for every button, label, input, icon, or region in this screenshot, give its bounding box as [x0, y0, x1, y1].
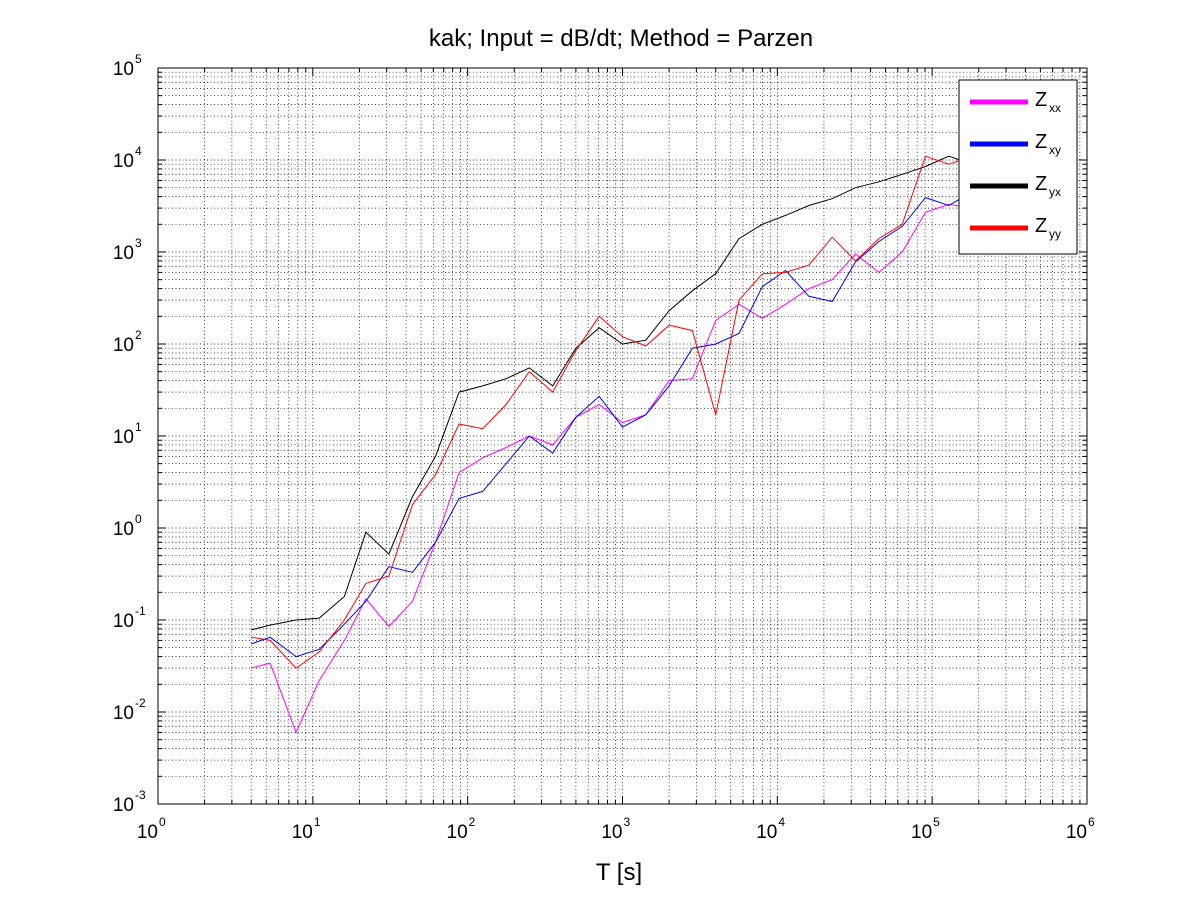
x-tick-label: 10 1 — [292, 815, 321, 843]
y-tick-label: 10 -3 — [113, 788, 146, 816]
y-tick-base: 10 — [113, 703, 134, 724]
y-tick-base: 10 — [113, 59, 134, 80]
series-line-zyy — [251, 143, 984, 669]
x-tick-exp: 0 — [159, 815, 166, 829]
y-tick-label: 10 -1 — [113, 604, 146, 632]
x-tick-exp: 3 — [624, 815, 631, 829]
legend-subscript: yx — [1049, 185, 1061, 199]
legend-subscript: xy — [1049, 143, 1061, 157]
x-tick-label: 10 0 — [137, 815, 166, 843]
x-axis-label: T [s] — [596, 859, 642, 886]
x-tick-label: 10 5 — [911, 815, 940, 843]
plot-frame — [157, 67, 1088, 805]
y-tick-exp: 0 — [135, 512, 142, 526]
x-tick-base: 10 — [911, 822, 932, 843]
y-tick-exp: -1 — [135, 604, 146, 618]
y-tick-label: 10 5 — [113, 52, 142, 80]
legend-label: Z — [1035, 89, 1047, 111]
legend-label: Z — [1035, 215, 1047, 237]
y-tick-exp: 5 — [135, 52, 142, 66]
x-tick-exp: 6 — [1088, 815, 1095, 829]
y-tick-exp: 3 — [135, 236, 142, 250]
x-tick-label: 10 2 — [447, 815, 476, 843]
x-tick-label: 10 6 — [1066, 815, 1095, 843]
x-tick-exp: 4 — [778, 815, 785, 829]
y-tick-exp: -2 — [135, 696, 146, 710]
x-tick-exp: 2 — [469, 815, 476, 829]
x-tick-exp: 5 — [933, 815, 940, 829]
y-tick-base: 10 — [113, 243, 134, 264]
y-tick-label: 10 1 — [113, 420, 142, 448]
y-tick-exp: -3 — [135, 788, 146, 802]
y-tick-exp: 1 — [135, 420, 142, 434]
x-tick-exp: 1 — [314, 815, 321, 829]
y-tick-exp: 2 — [135, 328, 142, 342]
legend-label: Z — [1035, 131, 1047, 153]
y-tick-label: 10 2 — [113, 328, 142, 356]
y-tick-base: 10 — [113, 519, 134, 540]
y-tick-base: 10 — [113, 795, 134, 816]
y-tick-exp: 4 — [135, 144, 142, 158]
x-tick-base: 10 — [756, 822, 777, 843]
legend-box — [958, 79, 1078, 255]
x-tick-base: 10 — [292, 822, 313, 843]
tick-labels: 10 0 10 1 10 2 10 3 10 4 10 5 10 610 -310 -210 -110 010 11… — [113, 52, 1095, 843]
y-tick-base: 10 — [113, 151, 134, 172]
series-line-zxy — [251, 191, 985, 658]
series-layer — [251, 143, 985, 734]
series-line-zxx — [251, 203, 984, 734]
y-tick-label: 10 3 — [113, 236, 142, 264]
x-tick-base: 10 — [1066, 822, 1087, 843]
y-tick-label: 10 -2 — [113, 696, 146, 724]
y-tick-base: 10 — [113, 427, 134, 448]
y-tick-base: 10 — [113, 335, 134, 356]
x-tick-base: 10 — [601, 822, 622, 843]
legend-subscript: yy — [1049, 227, 1061, 241]
grid — [157, 68, 1087, 805]
x-tick-base: 10 — [447, 822, 468, 843]
chart-title: kak; Input = dB/dt; Method = Parzen — [429, 25, 813, 52]
series-line-zyx — [251, 155, 984, 631]
legend-label: Z — [1035, 173, 1047, 195]
y-tick-label: 10 4 — [113, 144, 142, 172]
x-tick-label: 10 3 — [601, 815, 630, 843]
y-tick-label: 10 0 — [113, 512, 142, 540]
legend-subscript: xx — [1049, 101, 1061, 115]
x-tick-base: 10 — [137, 822, 158, 843]
y-tick-base: 10 — [113, 611, 134, 632]
x-tick-label: 10 4 — [756, 815, 785, 843]
